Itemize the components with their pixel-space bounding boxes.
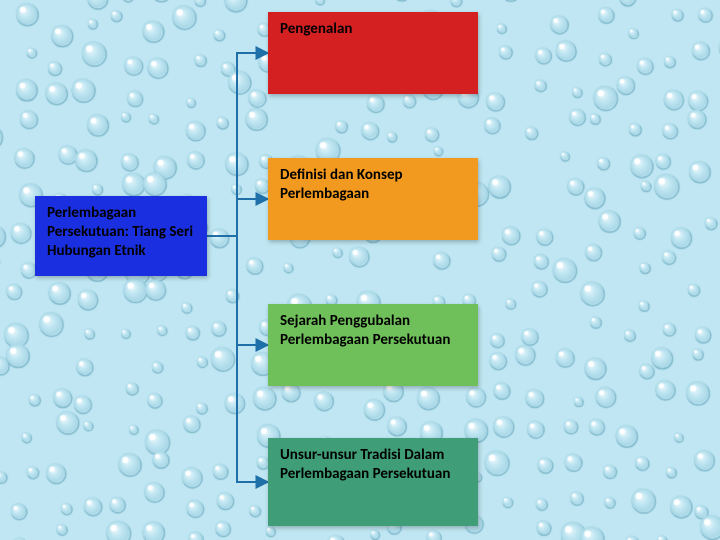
node-0-label: Pengenalan xyxy=(280,20,352,38)
diagram-content: Perlembagaan Persekutuan: Tiang Seri Hub… xyxy=(0,0,720,540)
root-node: Perlembagaan Persekutuan: Tiang Seri Hub… xyxy=(35,196,207,276)
node-0: Pengenalan xyxy=(268,12,478,94)
node-2: Sejarah Penggubalan Perlembagaan Perseku… xyxy=(268,304,478,386)
node-1-label: Definisi dan Konsep Perlembagaan xyxy=(280,166,403,203)
root-node-label: Perlembagaan Persekutuan: Tiang Seri Hub… xyxy=(47,204,193,260)
node-2-label: Sejarah Penggubalan Perlembagaan Perseku… xyxy=(280,312,450,349)
node-1: Definisi dan Konsep Perlembagaan xyxy=(268,158,478,240)
node-3-label: Unsur-unsur Tradisi Dalam Perlembagaan P… xyxy=(280,446,450,483)
node-3: Unsur-unsur Tradisi Dalam Perlembagaan P… xyxy=(268,438,478,526)
